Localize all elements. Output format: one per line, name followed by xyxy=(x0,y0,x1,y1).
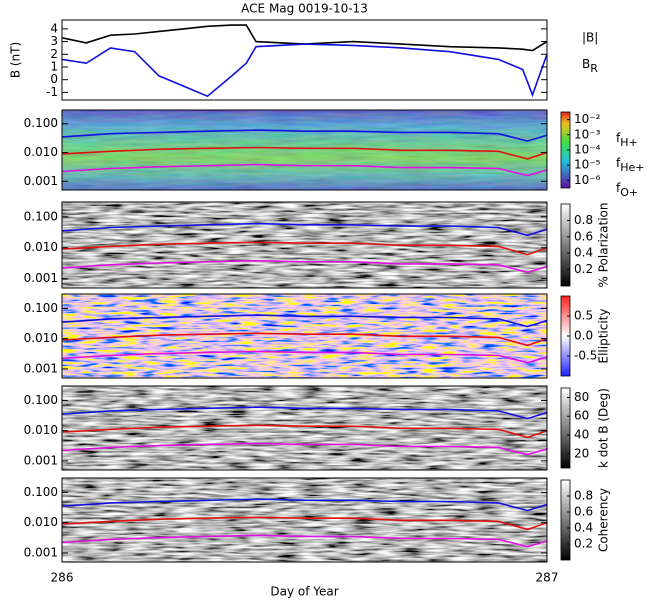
colorbar-tick-label: 80 xyxy=(574,390,589,404)
colorbar-tick-label: 40 xyxy=(574,428,589,442)
y-tick-label: 0.001 xyxy=(24,545,58,559)
legend-label: fH+ xyxy=(616,131,638,150)
y-tick-label: 0.010 xyxy=(24,145,58,159)
colorbar-tick-label: 60 xyxy=(574,409,589,423)
x-tick-label: 287 xyxy=(536,571,559,585)
colorbar-tick-label: 0.5 xyxy=(574,309,593,323)
x-tick-label: 286 xyxy=(51,571,74,585)
plot-frame xyxy=(61,109,548,191)
y-tick-label: 2 xyxy=(50,47,58,61)
legend-label: BR xyxy=(582,57,598,76)
colorbar-tick-label: 0.6 xyxy=(574,229,593,243)
panel xyxy=(62,110,547,190)
colorbar-label: Coherency xyxy=(597,488,611,552)
colorbar-tick-label: 10⁻⁵ xyxy=(574,158,601,172)
line xyxy=(62,442,547,456)
y-axis-label: B (nT) xyxy=(9,42,23,78)
y-tick-label: 0.100 xyxy=(24,116,58,130)
y-tick-label: 0.001 xyxy=(24,453,58,467)
line xyxy=(62,406,547,420)
legend-label: |B| xyxy=(582,31,598,45)
y-tick-label: 0.100 xyxy=(24,301,58,315)
colorbar-label: Ellipticity xyxy=(597,309,611,364)
panel xyxy=(62,386,547,470)
y-tick-label: 0.100 xyxy=(24,209,58,223)
y-tick-label: -1 xyxy=(46,85,58,99)
line xyxy=(62,350,547,364)
colorbar-label: % Polarization xyxy=(597,203,611,288)
line xyxy=(62,222,547,237)
line xyxy=(62,163,547,177)
y-tick-label: 0.010 xyxy=(24,423,58,437)
panel xyxy=(62,202,547,288)
line xyxy=(62,534,547,548)
y-tick-label: 0.001 xyxy=(24,174,58,188)
y-tick-label: 0.010 xyxy=(24,515,58,529)
line xyxy=(62,332,547,347)
line xyxy=(62,129,547,142)
panel xyxy=(62,478,547,562)
colorbar-tick-label: 0.2 xyxy=(574,262,593,276)
y-tick-label: 1 xyxy=(50,59,58,73)
colorbar-tick-label: 0.8 xyxy=(574,489,593,503)
colorbar-tick-label: -0.5 xyxy=(574,349,597,363)
plot-frame xyxy=(61,477,548,563)
colorbar xyxy=(560,203,571,287)
colorbar-label: k dot B (Deg) xyxy=(597,388,611,468)
legend-label: fO+ xyxy=(616,181,638,200)
y-tick-label: 0.010 xyxy=(24,240,58,254)
y-tick-label: 0 xyxy=(50,72,58,86)
y-tick-label: 4 xyxy=(50,21,58,35)
colorbar-tick-label: 0.0 xyxy=(574,329,593,343)
y-tick-label: 0.010 xyxy=(24,331,58,345)
plot-frame xyxy=(61,201,548,289)
colorbar-tick-label: 0.4 xyxy=(574,521,593,535)
colorbar-tick-label: 10⁻⁴ xyxy=(574,143,601,157)
line xyxy=(62,498,547,512)
x-axis-label: Day of Year xyxy=(270,585,338,599)
line xyxy=(62,424,547,439)
legend-label: fHe+ xyxy=(616,156,645,175)
line xyxy=(62,43,547,98)
line xyxy=(62,314,547,328)
y-tick-label: 3 xyxy=(50,34,58,48)
colorbar-tick-label: 0.2 xyxy=(574,537,593,551)
y-tick-label: 0.001 xyxy=(24,271,58,285)
line xyxy=(62,516,547,531)
line xyxy=(62,146,547,160)
y-tick-label: 0.001 xyxy=(24,361,58,375)
y-tick-label: 0.100 xyxy=(24,485,58,499)
panel xyxy=(62,294,547,378)
y-tick-label: 0.100 xyxy=(24,393,58,407)
line xyxy=(62,24,547,52)
colorbar-tick-label: 20 xyxy=(574,446,589,460)
colorbar-tick-label: 0.8 xyxy=(574,213,593,227)
colorbar-tick-label: 0.6 xyxy=(574,505,593,519)
plot-frame xyxy=(61,385,548,471)
colorbar xyxy=(560,479,571,561)
colorbar xyxy=(560,387,571,469)
line xyxy=(62,241,547,256)
plot-frame xyxy=(61,19,548,101)
line xyxy=(62,259,547,274)
colorbar-tick-label: 10⁻³ xyxy=(574,127,601,141)
colorbar-tick-label: 0.4 xyxy=(574,246,593,260)
colorbar-tick-label: 10⁻² xyxy=(574,112,601,126)
chart-title: ACE Mag 0019-10-13 xyxy=(241,2,368,16)
plot-frame xyxy=(61,293,548,379)
panel xyxy=(62,24,547,98)
colorbar-tick-label: 10⁻⁶ xyxy=(574,173,601,187)
